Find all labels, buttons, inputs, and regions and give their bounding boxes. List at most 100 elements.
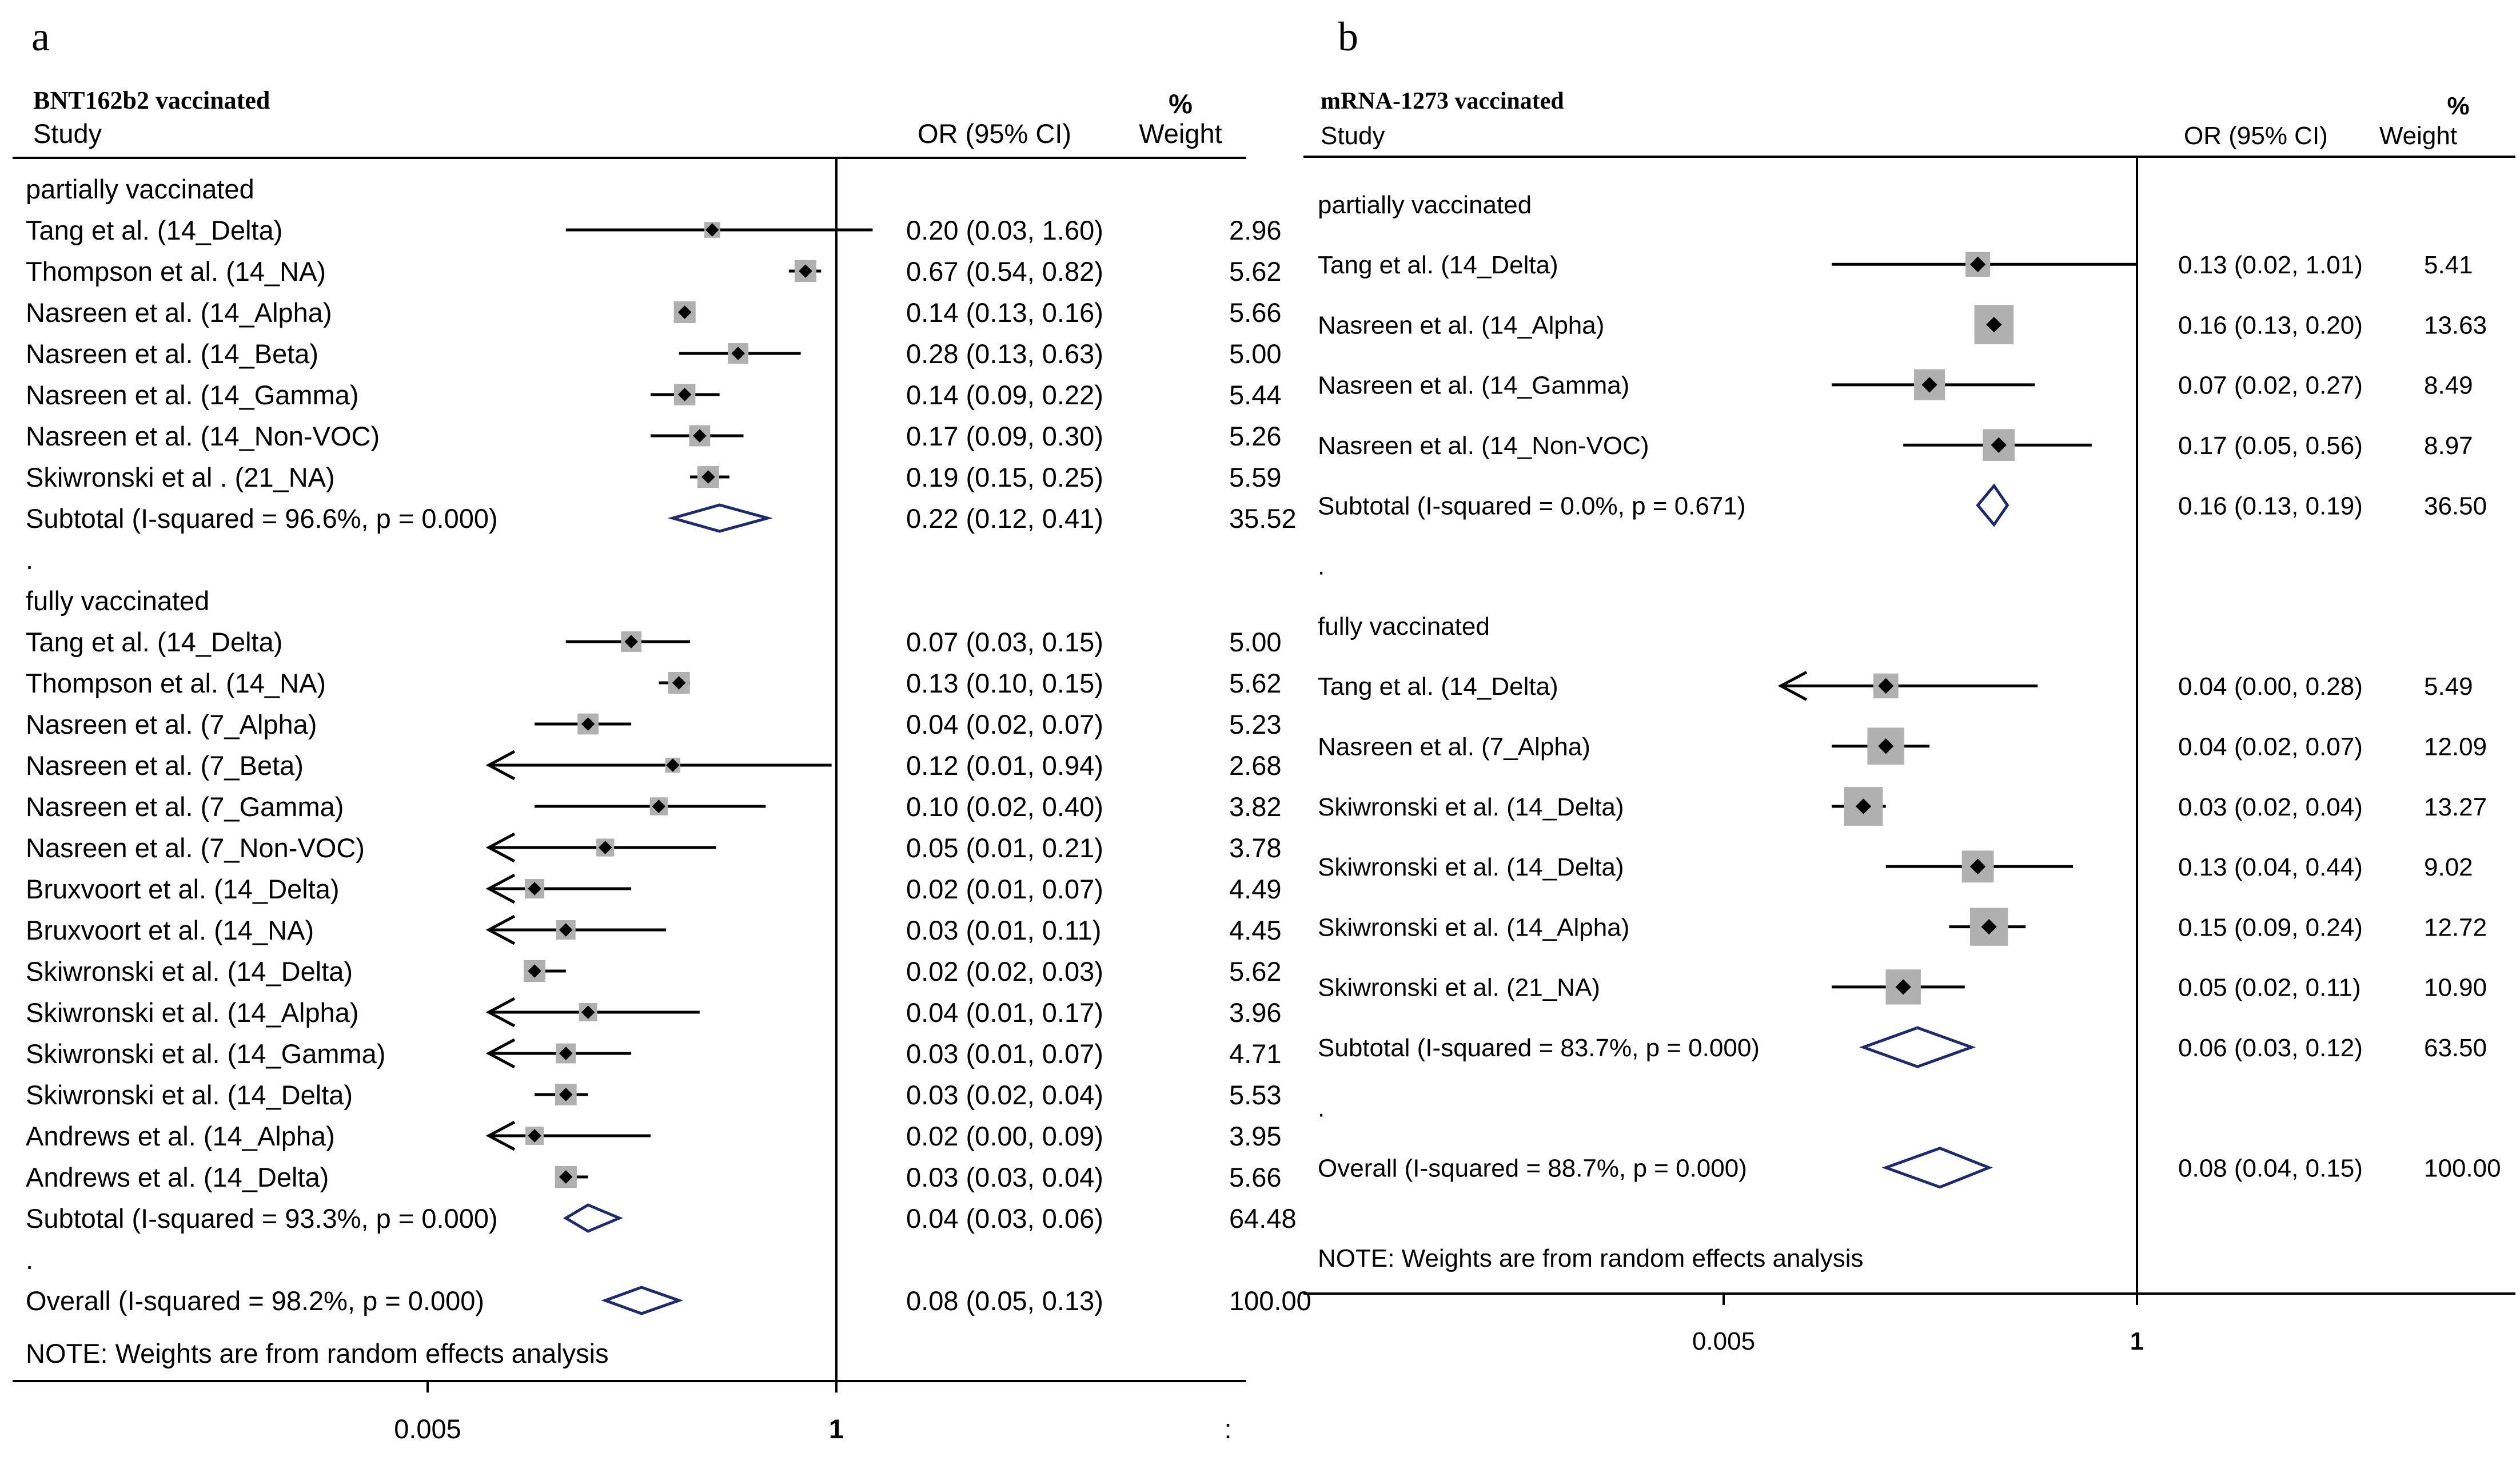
point-estimate (559, 1170, 573, 1184)
axis-extra-tick-label: : (1224, 1414, 1231, 1444)
study-label: Nasreen et al. (14_Alpha) (1318, 311, 1604, 339)
weight-value: 12.09 (2424, 733, 2487, 761)
weight-value: 5.59 (1229, 462, 1281, 492)
weight-value: 8.49 (2424, 372, 2473, 400)
point-estimate (559, 1047, 573, 1060)
or-ci-value: 0.07 (0.02, 0.27) (2178, 372, 2363, 400)
weight-value: 3.82 (1229, 791, 1281, 822)
header-percent: % (2447, 92, 2469, 120)
weight-value: 2.96 (1229, 215, 1281, 245)
point-estimate (559, 923, 573, 937)
or-ci-value: 0.05 (0.01, 0.21) (906, 833, 1103, 863)
or-ci-value: 0.03 (0.02, 0.04) (2178, 793, 2363, 821)
study-row-12: Tang et al. (14_Delta) 0.07 (0.03, 0.15) 5… (26, 627, 1281, 657)
study-label: Nasreen et al. (7_Beta) (26, 750, 304, 781)
or-ci-value: 0.03 (0.01, 0.11) (906, 915, 1101, 945)
or-ci-value: 0.12 (0.01, 0.94) (906, 750, 1103, 781)
group-label: fully vaccinated (1318, 612, 1490, 641)
weight-value: 3.95 (1229, 1121, 1281, 1151)
forest-panel-a: a BNT162b2 vaccinated Study OR (95% CI)%Wei… (13, 14, 1311, 1444)
point-estimate (693, 429, 707, 443)
weight-value: 5.62 (1229, 256, 1281, 287)
overall-row-28: Overall (I-squared = 98.2%, p = 0.000) 0.… (26, 1286, 1311, 1316)
study-row-25: Andrews et al. (14_Delta) 0.03 (0.03, 0.0… (26, 1162, 1281, 1192)
or-ci-value: 0.13 (0.10, 0.15) (906, 668, 1103, 698)
study-label: Skiwronski et al. (14_Delta) (26, 1080, 353, 1110)
or-ci-value: 0.10 (0.02, 0.40) (906, 791, 1103, 822)
note-text: NOTE: Weights are from random effects an… (26, 1338, 609, 1368)
point-estimate (1895, 979, 1911, 995)
or-ci-value: 0.06 (0.03, 0.12) (2178, 1034, 2363, 1062)
weight-value: 8.97 (2424, 432, 2473, 460)
study-row-14: Skiwronski et al. (21_NA) 0.05 (0.02, 0.1… (1318, 969, 2487, 1005)
weight-value: 64.48 (1229, 1203, 1297, 1234)
or-ci-value: 0.22 (0.12, 0.41) (906, 503, 1103, 534)
weight-value: 4.49 (1229, 874, 1281, 904)
overall-diamond (601, 1286, 684, 1315)
or-ci-value: 0.28 (0.13, 0.63) (906, 339, 1103, 369)
header-or-ci: OR (95% CI) (2184, 122, 2328, 150)
or-ci-value: 0.67 (0.54, 0.82) (906, 256, 1103, 287)
study-row-23: Skiwronski et al. (14_Delta) 0.03 (0.02, … (26, 1080, 1281, 1110)
or-ci-value: 0.03 (0.02, 0.04) (906, 1080, 1103, 1110)
study-row-11: Skiwronski et al. (14_Delta) 0.03 (0.02, … (1318, 787, 2487, 826)
axis-tick-label: 0.005 (394, 1414, 461, 1444)
point-estimate (528, 882, 541, 896)
study-row-16: Nasreen et al. (7_Gamma) 0.10 (0.02, 0.40… (26, 791, 1281, 822)
weight-value: 12.72 (2424, 913, 2487, 941)
or-ci-value: 0.14 (0.13, 0.16) (906, 297, 1103, 328)
point-estimate (1878, 738, 1894, 754)
ci-arrow-left (485, 832, 516, 863)
weight-value: 5.53 (1229, 1080, 1281, 1110)
point-estimate (705, 223, 719, 237)
subtotal-row-15: Subtotal (I-squared = 83.7%, p = 0.000) 0… (1318, 1026, 2487, 1068)
or-ci-value: 0.03 (0.01, 0.07) (906, 1039, 1103, 1069)
point-estimate (581, 1005, 595, 1019)
or-ci-value: 0.20 (0.03, 1.60) (906, 215, 1103, 245)
weight-value: 36.50 (2424, 492, 2487, 520)
weight-value: 5.66 (1229, 297, 1281, 328)
point-estimate (1981, 918, 1997, 935)
or-ci-value: 0.04 (0.01, 0.17) (906, 997, 1103, 1028)
dot-row-7: . (1318, 552, 1325, 580)
study-label: Thompson et al. (14_NA) (26, 668, 326, 698)
subtotal-row-6: Subtotal (I-squared = 0.0%, p = 0.671) 0.… (1318, 483, 2487, 527)
or-ci-value: 0.03 (0.03, 0.04) (906, 1162, 1103, 1192)
point-estimate (677, 388, 692, 401)
or-ci-value: 0.04 (0.02, 0.07) (2178, 733, 2363, 761)
study-label: Tang et al. (14_Delta) (1318, 673, 1558, 701)
study-label: Skiwronski et al. (14_Alpha) (1318, 913, 1629, 941)
overall-row-17: Overall (I-squared = 88.7%, p = 0.000) 0.… (1318, 1147, 2501, 1189)
study-row-9: Tang et al. (14_Delta) 0.04 (0.00, 0.28) 5… (1318, 671, 2473, 701)
point-estimate (1855, 798, 1872, 814)
point-estimate (1921, 377, 1937, 393)
panel-title: mRNA-1273 vaccinated (1321, 88, 1564, 114)
weight-value: 2.68 (1229, 750, 1281, 781)
weight-value: 5.23 (1229, 709, 1281, 739)
or-ci-value: 0.16 (0.13, 0.20) (2178, 311, 2363, 339)
axis-tick-label: 1 (2130, 1327, 2144, 1355)
study-label: Nasreen et al. (7_Gamma) (26, 791, 344, 822)
study-row-12: Skiwronski et al. (14_Delta) 0.13 (0.04, … (1318, 850, 2473, 883)
study-label: Tang et al. (14_Delta) (26, 627, 282, 657)
weight-value: 3.78 (1229, 833, 1281, 863)
subtotal-row-9: Subtotal (I-squared = 96.6%, p = 0.000) 0… (26, 503, 1297, 534)
study-label: Subtotal (I-squared = 0.0%, p = 0.671) (1318, 492, 1745, 520)
point-estimate (652, 799, 666, 813)
point-estimate (1986, 316, 2002, 333)
weight-value: 5.66 (1229, 1162, 1281, 1192)
study-label: Subtotal (I-squared = 96.6%, p = 0.000) (26, 503, 498, 534)
study-label: Tang et al. (14_Delta) (26, 215, 282, 245)
spacer-dot: . (1318, 1094, 1325, 1122)
group-row-11: fully vaccinated (26, 586, 209, 616)
or-ci-value: 0.02 (0.01, 0.07) (906, 874, 1103, 904)
study-row-7: Nasreen et al. (14_Non-VOC) 0.17 (0.09, 0… (26, 421, 1281, 451)
study-row-19: Bruxvoort et al. (14_NA) 0.03 (0.01, 0.11… (26, 914, 1281, 945)
or-ci-value: 0.19 (0.15, 0.25) (906, 462, 1103, 492)
ci-arrow-left (485, 873, 516, 904)
ci-arrow-left (485, 997, 516, 1028)
weight-value: 5.49 (2424, 673, 2473, 701)
header-study: Study (33, 118, 102, 149)
weight-value: 5.44 (1229, 380, 1281, 410)
